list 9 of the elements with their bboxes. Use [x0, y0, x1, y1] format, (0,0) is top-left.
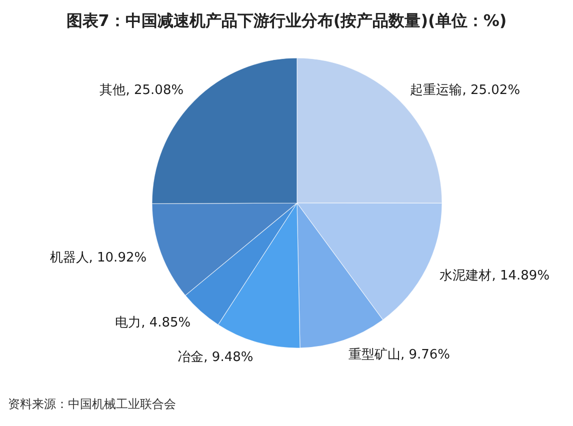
- slice-label: 冶金, 9.48%: [178, 350, 254, 365]
- slice-label: 机器人, 10.92%: [50, 250, 147, 266]
- slice-label: 电力, 4.85%: [115, 316, 191, 331]
- text: 资料来源：中国机械工业联合会: [8, 397, 176, 411]
- slice-label: 其他, 25.08%: [100, 83, 184, 98]
- slice-label: 重型矿山, 9.76%: [348, 348, 450, 363]
- slice-label: 起重运输, 25.02%: [410, 82, 520, 98]
- chart-title: 图表7：中国减速机产品下游行业分布(按产品数量)(单位：%): [66, 11, 507, 30]
- slice-label: 水泥建材, 14.89%: [440, 268, 550, 284]
